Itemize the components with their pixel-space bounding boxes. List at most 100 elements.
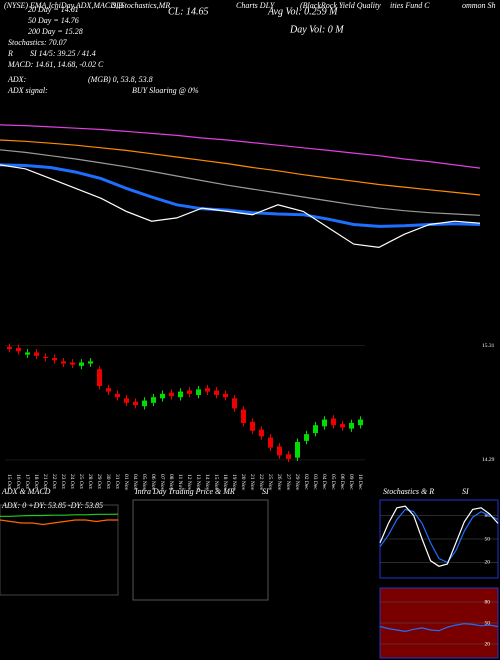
- x-tick-label: 19 Nov: [231, 474, 237, 491]
- series-line: [0, 124, 481, 169]
- candle-body: [205, 388, 210, 392]
- candle-body: [7, 346, 12, 350]
- candle-body: [79, 362, 84, 366]
- x-tick-label: 07 Nov: [159, 474, 165, 491]
- y-tick-label: 80: [485, 513, 491, 519]
- candle-body: [97, 369, 102, 386]
- x-tick-label: 10 Dec: [357, 474, 363, 490]
- candle-body: [268, 437, 273, 448]
- candle-body: [286, 454, 291, 459]
- annotation: SI 14/5: 39.25 / 41.4: [30, 49, 96, 58]
- candle-body: [331, 418, 336, 426]
- candle-body: [88, 361, 93, 364]
- x-tick-label: 05 Nov: [141, 474, 147, 491]
- x-tick-label: 15 Oct: [6, 474, 12, 489]
- candle-body: [349, 422, 354, 429]
- candle-body: [250, 421, 255, 431]
- series-line: [0, 164, 481, 249]
- x-tick-label: 22 Oct: [51, 474, 57, 489]
- candle-body: [16, 347, 21, 352]
- x-tick-label: 30 Oct: [105, 474, 111, 489]
- annotation: Charts DLY: [236, 1, 276, 10]
- series-line: [379, 505, 499, 567]
- candle-body: [169, 392, 174, 397]
- y-tick-label: 20: [485, 560, 491, 566]
- series-line: [0, 139, 481, 196]
- x-tick-label: 22 Nov: [258, 474, 264, 491]
- x-tick-label: 25 Oct: [78, 474, 84, 489]
- x-tick-label: 13 Nov: [195, 474, 201, 491]
- candle-body: [232, 398, 237, 409]
- candle-body: [106, 388, 111, 392]
- annotation: SI,Stochastics,MR: [112, 1, 170, 10]
- annotation: BUY Sloaring @ 0%: [132, 86, 199, 95]
- y-tick-label: 20: [485, 641, 491, 647]
- candle-body: [142, 400, 147, 407]
- annotation: ADX signal:: [7, 86, 48, 95]
- annotation: (NYSE) EMA,IchiDay,ADX,MACD,B: [4, 1, 123, 10]
- x-tick-label: 18 Oct: [33, 474, 39, 489]
- candle-body: [304, 434, 309, 441]
- candle-body: [340, 424, 345, 428]
- panel-title: ADX & MACD: [1, 487, 51, 496]
- candle-body: [151, 397, 156, 403]
- annotation: (MGB) 0, 53.8, 53.8: [88, 75, 153, 84]
- candle-body: [277, 446, 282, 456]
- candle-body: [358, 419, 363, 426]
- series-line: [379, 508, 499, 564]
- panel-frame: [0, 504, 119, 596]
- y-tick-label: 14.29: [482, 457, 495, 463]
- series-line: [0, 149, 481, 216]
- x-tick-label: 31 Oct: [114, 474, 120, 489]
- annotation: Stochastics: 70.07: [8, 38, 68, 47]
- panel-title: Stochastics & R: [383, 487, 434, 496]
- y-tick-label: 50: [485, 536, 491, 542]
- candle-body: [322, 419, 327, 427]
- x-tick-label: 08 Nov: [168, 474, 174, 491]
- y-tick-label: 80: [485, 599, 491, 605]
- candle-body: [70, 362, 75, 365]
- candle-body: [214, 390, 219, 395]
- panel-subtitle: SI: [462, 487, 469, 496]
- candle-body: [178, 391, 183, 398]
- annotation: 50 Day = 14.76: [28, 16, 79, 25]
- candle-body: [34, 352, 39, 356]
- x-tick-label: 27 Nov: [285, 474, 291, 491]
- series-line: [0, 513, 119, 517]
- candle-body: [259, 429, 264, 437]
- series-line: [379, 623, 499, 633]
- candle-body: [295, 442, 300, 458]
- candle-body: [223, 393, 228, 398]
- candle-body: [52, 358, 57, 361]
- x-tick-label: 16 Oct: [15, 474, 21, 489]
- candle-body: [196, 389, 201, 395]
- annotation: Avg Vol: 0.259 M: [267, 6, 338, 17]
- x-tick-label: 29 Oct: [96, 474, 102, 489]
- x-tick-label: 29 Nov: [294, 474, 300, 491]
- candle-body: [241, 409, 246, 423]
- annotation: 20 Day = 14.61: [28, 5, 79, 14]
- candle-body: [124, 398, 129, 403]
- panel-subtitle: ADX: 0 +DY: 53.85 -DY: 53.85: [1, 501, 103, 510]
- series-line: [0, 163, 481, 228]
- y-tick-label: 50: [485, 620, 491, 626]
- panel-frame: [132, 499, 269, 601]
- x-tick-label: 04 Dec: [321, 474, 327, 490]
- x-tick-label: 05 Dec: [330, 474, 336, 490]
- annotation: MACD: 14.61, 14.68, -0.02 C: [7, 60, 104, 69]
- y-tick-label: 15.31: [482, 343, 495, 349]
- annotation: 200 Day = 15.28: [28, 27, 83, 36]
- x-tick-label: 06 Dec: [339, 474, 345, 490]
- series-line: [0, 519, 118, 526]
- x-tick-label: 28 Oct: [87, 474, 93, 489]
- x-tick-label: 01 Nov: [123, 474, 129, 491]
- annotation: ommon Sh: [462, 1, 496, 10]
- x-tick-label: 20 Nov: [240, 474, 246, 491]
- annotation: (BlackRock Yield Quality: [300, 1, 381, 10]
- annotation: Day Vol: 0 M: [289, 24, 344, 35]
- x-tick-label: 15 Nov: [213, 474, 219, 491]
- x-tick-label: 12 Nov: [186, 474, 192, 491]
